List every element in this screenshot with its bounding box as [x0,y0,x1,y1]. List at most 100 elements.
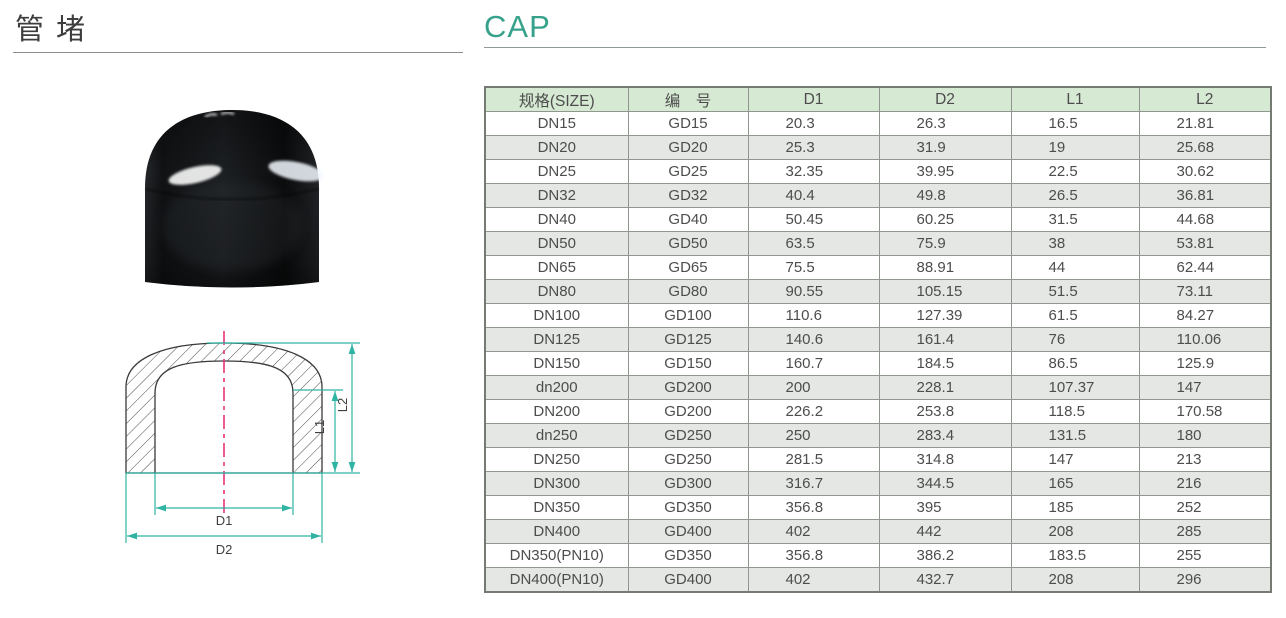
code-cell: GD250 [627,423,749,448]
code-cell: GD150 [627,351,749,376]
value-cell: 75.9 [878,231,1012,256]
divider-right [484,47,1266,48]
table-row: DN65 GD65 75.5 88.91 44 62.44 [484,255,1272,280]
code-cell: GD20 [627,135,749,160]
table-row: DN200 GD200 226.2 253.8 118.5 170.58 [484,399,1272,424]
value-cell: 51.5 [1010,279,1140,304]
value-cell: 185 [1010,495,1140,520]
value-cell: 73.11 [1138,279,1272,304]
size-cell: DN20 [484,135,629,160]
value-cell: 283.4 [878,423,1012,448]
table-row: DN150 GD150 160.7 184.5 86.5 125.9 [484,351,1272,376]
value-cell: 228.1 [878,375,1012,400]
value-cell: 26.5 [1010,183,1140,208]
size-cell: DN300 [484,471,629,496]
table-row: DN50 GD50 63.5 75.9 38 53.81 [484,231,1272,256]
spec-table: 规格(SIZE) 编 号 D1 D2 L1 L2 DN15 GD15 20.3 26.3 16.5… [484,86,1272,593]
table-row: DN40 GD40 50.45 60.25 31.5 44.68 [484,207,1272,232]
cap-glint-right [268,160,324,182]
value-cell: 44 [1010,255,1140,280]
column-header: L1 [1010,86,1140,112]
size-cell: dn250 [484,423,629,448]
size-cell: DN250 [484,447,629,472]
value-cell: 20.3 [747,111,880,136]
size-cell: DN32 [484,183,629,208]
value-cell: 22.5 [1010,159,1140,184]
value-cell: 84.27 [1138,303,1272,328]
value-cell: 32.35 [747,159,880,184]
value-cell: 16.5 [1010,111,1140,136]
code-cell: GD350 [627,495,749,520]
size-cell: DN350 [484,495,629,520]
value-cell: 252 [1138,495,1272,520]
table-row: DN80 GD80 90.55 105.15 51.5 73.11 [484,279,1272,304]
label-d2: D2 [216,542,233,557]
size-cell: DN100 [484,303,629,328]
value-cell: 386.2 [878,543,1012,568]
value-cell: 60.25 [878,207,1012,232]
size-cell: DN65 [484,255,629,280]
column-header: L2 [1138,86,1272,112]
code-cell: GD400 [627,519,749,544]
column-header: D1 [747,86,880,112]
value-cell: 395 [878,495,1012,520]
value-cell: 44.68 [1138,207,1272,232]
value-cell: 165 [1010,471,1140,496]
value-cell: 53.81 [1138,231,1272,256]
value-cell: 25.3 [747,135,880,160]
size-cell: dn200 [484,375,629,400]
value-cell: 118.5 [1010,399,1140,424]
value-cell: 110.06 [1138,327,1272,352]
code-cell: GD40 [627,207,749,232]
value-cell: 40.4 [747,183,880,208]
value-cell: 160.7 [747,351,880,376]
page-title-english: CAP [484,9,551,44]
value-cell: 208 [1010,519,1140,544]
value-cell: 314.8 [878,447,1012,472]
value-cell: 75.5 [747,255,880,280]
value-cell: 216 [1138,471,1272,496]
dimension-diagram: D1 D2 L1 L2 [125,331,360,557]
value-cell: 208 [1010,567,1140,593]
value-cell: 200 [747,375,880,400]
value-cell: 161.4 [878,327,1012,352]
column-header: D2 [878,86,1012,112]
value-cell: 213 [1138,447,1272,472]
table-row: DN20 GD20 25.3 31.9 19 25.68 [484,135,1272,160]
page-title-chinese: 管 堵 [15,14,88,46]
value-cell: 21.81 [1138,111,1272,136]
code-cell: GD200 [627,375,749,400]
label-l1: L1 [312,420,327,434]
size-cell: DN25 [484,159,629,184]
size-cell: DN15 [484,111,629,136]
value-cell: 253.8 [878,399,1012,424]
value-cell: 31.9 [878,135,1012,160]
value-cell: 255 [1138,543,1272,568]
value-cell: 402 [747,519,880,544]
value-cell: 61.5 [1010,303,1140,328]
code-cell: GD125 [627,327,749,352]
value-cell: 107.37 [1010,375,1140,400]
table-row: DN400 GD400 402 442 208 285 [484,519,1272,544]
table-row: DN250 GD250 281.5 314.8 147 213 [484,447,1272,472]
code-cell: GD400 [627,567,749,593]
size-cell: DN400 [484,519,629,544]
value-cell: 49.8 [878,183,1012,208]
column-header: 编 号 [627,86,749,112]
table-row: DN350 GD350 356.8 395 185 252 [484,495,1272,520]
spec-table-container: 规格(SIZE) 编 号 D1 D2 L1 L2 DN15 GD15 20.3 26.3 16.5… [484,86,1272,593]
header-row: 规格(SIZE) 编 号 D1 D2 L1 L2 [484,86,1272,112]
table-row: dn200 GD200 200 228.1 107.37 147 [484,375,1272,400]
value-cell: 90.55 [747,279,880,304]
dimension-lines [127,344,356,540]
value-cell: 127.39 [878,303,1012,328]
value-cell: 50.45 [747,207,880,232]
size-cell: DN125 [484,327,629,352]
size-cell: DN80 [484,279,629,304]
table-row: DN300 GD300 316.7 344.5 165 216 [484,471,1272,496]
value-cell: 170.58 [1138,399,1272,424]
code-cell: GD25 [627,159,749,184]
value-cell: 88.91 [878,255,1012,280]
column-header: 规格(SIZE) [484,86,629,112]
value-cell: 63.5 [747,231,880,256]
